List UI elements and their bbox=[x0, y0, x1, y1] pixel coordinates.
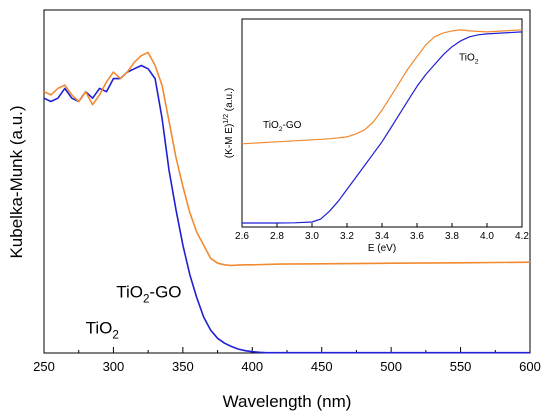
inset-y-axis-title: (K-M E)1/2 (a.u.) bbox=[223, 88, 235, 158]
inset-x-tick-label-3.4: 3.4 bbox=[375, 231, 389, 242]
inset-series-group bbox=[241, 29, 523, 224]
main-x-ticks: 250 300 350 400 450 500 550 600 bbox=[33, 347, 541, 374]
inset-x-tick-label-4.0: 4.0 bbox=[480, 231, 494, 242]
main-x-tick-label-500: 500 bbox=[380, 359, 402, 374]
inset-x-tick-label-2.6: 2.6 bbox=[235, 231, 249, 242]
inset-plot: 2.6 2.8 3.0 3.2 3.4 3.6 3.8 4.0 4.2 TiO2-GOTiO2 … bbox=[223, 18, 529, 254]
inset-x-tick-label-3.8: 3.8 bbox=[445, 231, 459, 242]
main-x-tick-label-550: 550 bbox=[450, 359, 472, 374]
inset-x-tick-label-4.2: 4.2 bbox=[515, 231, 529, 242]
inset-x-ticks: 2.6 2.8 3.0 3.2 3.4 3.6 3.8 4.0 4.2 bbox=[235, 223, 529, 242]
main-plot: 250 300 350 400 450 500 550 600 TiO2-GO TiO2 Wav… bbox=[7, 9, 541, 411]
inset-label-tio2-go: TiO2-GO bbox=[263, 120, 302, 133]
inset-x-tick-label-2.8: 2.8 bbox=[270, 231, 284, 242]
main-series-group bbox=[43, 51, 531, 354]
main-series-line-tio2-go bbox=[43, 51, 531, 267]
main-y-axis-title: Kubelka-Munk (a.u.) bbox=[7, 105, 26, 258]
inset-series-line-tio2 bbox=[242, 31, 523, 224]
inset-series-line-tio2-go bbox=[241, 29, 523, 145]
main-x-tick-label-250: 250 bbox=[33, 359, 55, 374]
main-x-tick-label-350: 350 bbox=[172, 359, 194, 374]
inset-series-labels: TiO2-GO TiO2 bbox=[263, 53, 479, 133]
main-x-tick-label-300: 300 bbox=[103, 359, 125, 374]
main-x-tick-label-400: 400 bbox=[241, 359, 263, 374]
inset-x-tick-label-3.6: 3.6 bbox=[410, 231, 424, 242]
main-label-tio2: TiO2 bbox=[86, 318, 119, 341]
inset-x-tick-label-3.0: 3.0 bbox=[305, 231, 319, 242]
inset-x-axis-title: E (eV) bbox=[368, 243, 396, 254]
main-series-labels: TiO2-GO TiO2 bbox=[86, 282, 182, 341]
main-label-tio2-go: TiO2-GO bbox=[116, 282, 181, 305]
main-x-axis-title: Wavelength (nm) bbox=[223, 392, 352, 411]
main-x-tick-label-450: 450 bbox=[311, 359, 333, 374]
inset-label-tio2: TiO2 bbox=[459, 53, 479, 66]
main-x-tick-label-600: 600 bbox=[519, 359, 541, 374]
inset-x-tick-label-3.2: 3.2 bbox=[340, 231, 354, 242]
